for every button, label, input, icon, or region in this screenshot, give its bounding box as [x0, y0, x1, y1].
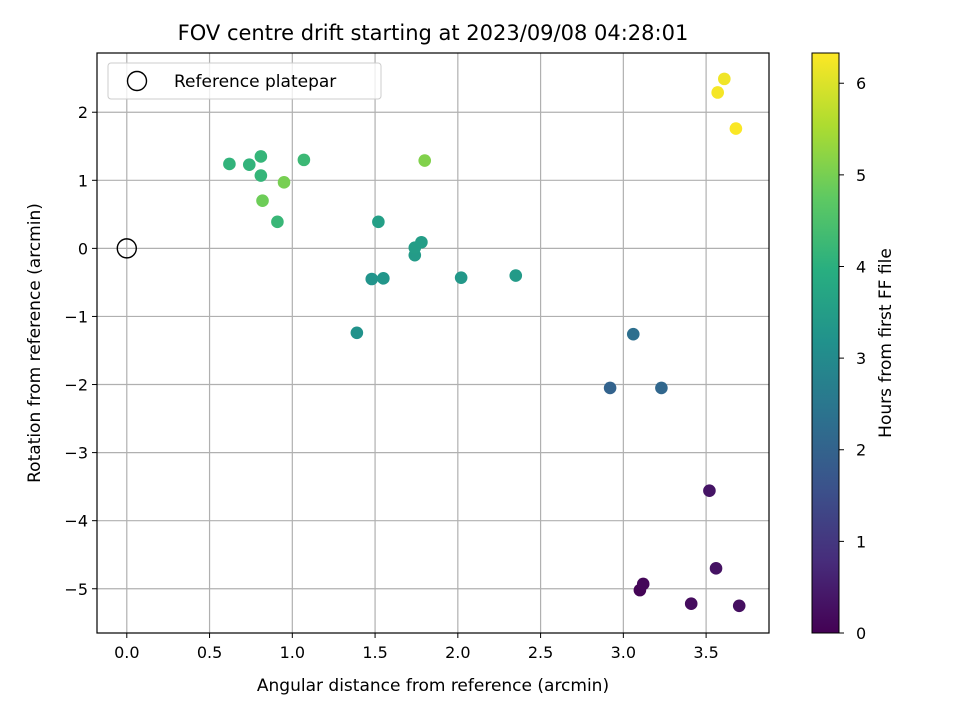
y-tick-label: −2	[64, 376, 88, 395]
y-axis-ticks: 2 1 0 −1 −2 −3 −4 −5	[64, 103, 97, 599]
scatter-point	[454, 271, 468, 284]
colorbar-tick-label: 1	[856, 532, 866, 551]
scatter-point	[636, 577, 650, 591]
colorbar-tick-label: 4	[856, 257, 866, 276]
scatter-point	[223, 157, 236, 171]
scatter-point	[297, 153, 311, 167]
x-tick-label: 1.5	[362, 643, 387, 662]
y-gridlines	[97, 111, 769, 590]
y-tick-label: 2	[78, 103, 88, 122]
x-tick-label: 0.5	[197, 643, 222, 662]
scatter-point	[709, 562, 723, 575]
colorbar-label: Hours from first FF file	[876, 248, 896, 438]
scatter-point	[509, 269, 523, 282]
scatter-point	[242, 158, 256, 171]
scatter-point	[603, 381, 617, 395]
scatter-point	[655, 381, 668, 395]
y-tick-label: −1	[64, 307, 88, 326]
x-tick-label: 2.0	[445, 643, 470, 662]
y-tick-label: −3	[64, 444, 88, 463]
scatter-point	[732, 599, 746, 613]
scatter-point	[703, 484, 716, 498]
scatter-point	[277, 176, 291, 189]
scatter-point	[626, 327, 640, 341]
scatter-point	[711, 86, 724, 99]
x-tick-label: 0.0	[114, 643, 139, 662]
scatter-point	[271, 215, 284, 229]
colorbar-tick-label: 5	[856, 166, 866, 185]
y-tick-label: 0	[78, 239, 88, 258]
legend-entry-reference: Reference platepar	[174, 72, 336, 92]
scatter-point	[718, 72, 731, 86]
y-tick-label: 1	[78, 171, 88, 190]
x-axis-ticks: 0.0 0.5 1.0 1.5 2.0 2.5 3.0 3.5	[114, 633, 719, 662]
scatter-point	[415, 235, 428, 249]
legend-marker-reference	[126, 70, 148, 92]
x-tick-label: 2.5	[528, 643, 553, 662]
scatter-point	[377, 272, 390, 285]
plot-frame	[96, 52, 770, 634]
scatter-point	[254, 169, 268, 182]
y-axis-label: Rotation from reference (arcmin)	[25, 203, 45, 483]
scatter-point	[684, 597, 698, 611]
colorbar-gradient	[812, 53, 839, 633]
scatter-point	[418, 154, 432, 167]
x-tick-label: 1.0	[280, 643, 305, 662]
chart-title: FOV centre drift starting at 2023/09/08 …	[178, 21, 689, 45]
y-tick-label: −4	[64, 512, 88, 531]
legend-box	[107, 62, 382, 100]
scatter-point	[256, 194, 269, 208]
scatter-point	[729, 122, 743, 135]
colorbar-tick-label: 2	[856, 441, 866, 460]
colorbar-tick-label: 6	[856, 74, 866, 93]
legend: Reference platepar	[107, 62, 382, 100]
scatter-point	[365, 272, 379, 286]
scatter-point	[350, 326, 364, 340]
colorbar-frame	[811, 52, 840, 634]
x-tick-label: 3.5	[693, 643, 718, 662]
x-tick-label: 3.0	[611, 643, 636, 662]
colorbar-tick-label: 0	[856, 624, 866, 643]
reference-platepar-marker	[116, 238, 137, 259]
data-points	[223, 72, 746, 613]
scatter-point	[372, 215, 385, 229]
colorbar-tick-label: 3	[856, 349, 866, 368]
colorbar: 0 1 2 3 4 5 6 Hours from first FF file	[811, 52, 896, 643]
colorbar-ticks: 0 1 2 3 4 5 6	[839, 74, 866, 643]
scatter-point	[254, 150, 268, 163]
y-tick-label: −5	[64, 580, 88, 599]
x-axis-label: Angular distance from reference (arcmin)	[257, 676, 609, 696]
x-gridlines	[126, 53, 707, 633]
